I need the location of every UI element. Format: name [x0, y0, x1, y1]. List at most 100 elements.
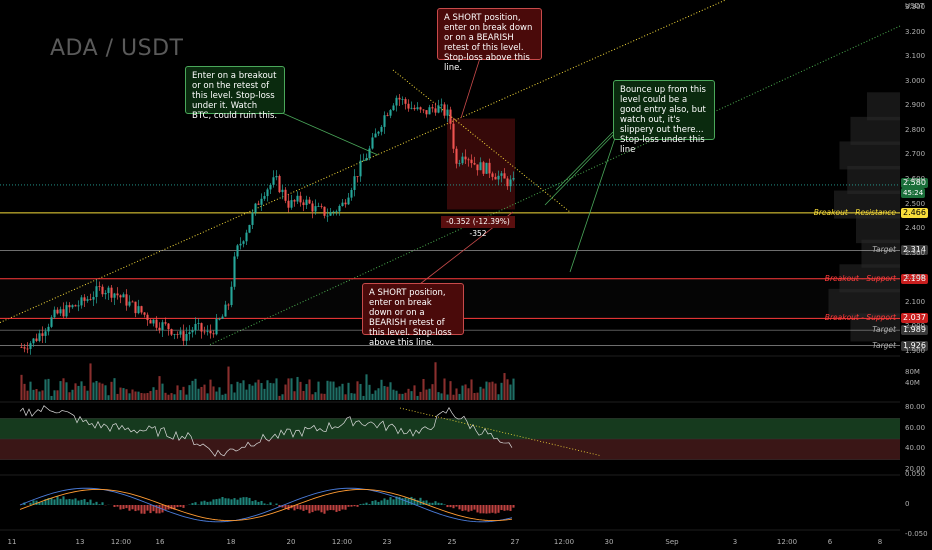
macd-histogram-bar [239, 497, 242, 505]
macd-histogram-bar [329, 505, 332, 511]
volume-bar [326, 380, 329, 400]
volume-bar [413, 385, 416, 400]
volume-bar [404, 392, 407, 400]
macd-histogram-bar [68, 498, 71, 505]
candle-body [47, 326, 50, 332]
candle-body [443, 104, 446, 116]
volume-bar [281, 394, 284, 400]
candle-body [497, 175, 500, 180]
volume-bar [254, 382, 257, 400]
volume-bar [362, 395, 365, 400]
level-price-badge: 1.926 [901, 340, 928, 351]
volume-bar [239, 383, 242, 400]
volume-bar [296, 376, 299, 400]
candle-body [65, 305, 68, 317]
candle-body [71, 305, 74, 308]
volume-bar [56, 390, 59, 400]
macd-histogram-bar [146, 505, 149, 511]
macd-histogram-bar [251, 501, 254, 505]
volume-bar [206, 393, 209, 400]
macd-histogram-bar [203, 500, 206, 505]
macd-histogram-bar [320, 505, 323, 513]
candle-body [122, 294, 125, 298]
volume-bar [350, 393, 353, 400]
level-price-badge: 1.989 [901, 325, 928, 336]
macd-histogram-bar [170, 505, 173, 510]
macd-histogram-bar [416, 500, 419, 505]
volume-bar [266, 380, 269, 400]
candle-body [449, 109, 452, 124]
candle-body [101, 286, 104, 295]
candle-body [392, 105, 395, 111]
volume-bar [272, 383, 275, 400]
candle-body [407, 103, 410, 109]
volume-bar [383, 386, 386, 400]
candle-body [305, 199, 308, 206]
macd-histogram-bar [347, 505, 350, 507]
candle-body [119, 295, 122, 298]
candle-body [350, 189, 353, 198]
trendline-descending [392, 69, 571, 213]
x-axis-tick: 25 [447, 538, 457, 546]
volume-bar [173, 394, 176, 400]
rsi-axis-tick: 80.00 [905, 403, 926, 411]
volume-bar [92, 382, 95, 400]
level-label: Target [872, 325, 896, 335]
y-axis-tick: 2.100 [905, 297, 926, 306]
macd-histogram-bar [47, 497, 50, 505]
candle-body [302, 202, 305, 206]
y-axis-tick: 2.300 [905, 248, 926, 257]
volume-bar [155, 389, 158, 400]
macd-histogram-bar [242, 497, 245, 505]
macd-histogram-bar [449, 505, 452, 508]
candle-body [491, 173, 494, 177]
candle-body [149, 320, 152, 324]
volume-bar [425, 389, 428, 400]
macd-histogram-bar [359, 504, 362, 505]
macd-histogram-bar [65, 499, 68, 505]
volume-bar [80, 381, 83, 400]
candle-body [98, 286, 101, 288]
volume-bar [278, 395, 281, 400]
macd-histogram-bar [344, 505, 347, 510]
volume-bar [158, 376, 161, 400]
candle-body [299, 195, 302, 203]
macd-histogram-bar [35, 500, 38, 505]
level-price-badge: 2.314 [901, 245, 928, 256]
volume-bar [392, 389, 395, 400]
macd-histogram-bar [143, 505, 146, 514]
volume-bar [35, 389, 38, 400]
volume-bar [452, 394, 455, 400]
macd-histogram-bar [311, 505, 314, 513]
candle-body [95, 286, 98, 298]
candle-body [260, 198, 263, 205]
volume-profile-bar [834, 190, 900, 219]
volume-bar [140, 393, 143, 400]
macd-histogram-bar [41, 501, 44, 505]
volume-bar [65, 382, 68, 400]
volume-profile-bar [850, 116, 900, 145]
macd-histogram-bar [302, 505, 305, 511]
candle-body [266, 189, 269, 197]
macd-histogram-bar [389, 497, 392, 505]
volume-bar [29, 381, 32, 400]
volume-bar [38, 391, 41, 400]
volume-bar [323, 393, 326, 400]
pointer-green-2a [555, 131, 614, 191]
candle-body [404, 99, 407, 104]
candle-body [476, 164, 479, 171]
annotation-green-1: Enter on a breakout or on the retest of … [185, 66, 285, 121]
macd-histogram-bar [323, 505, 326, 514]
volume-bar [344, 394, 347, 400]
candle-body [293, 200, 296, 202]
volume-bar [311, 394, 314, 400]
macd-histogram-bar [95, 501, 98, 505]
volume-bar [59, 381, 62, 400]
macd-histogram-bar [260, 500, 263, 505]
volume-bar [302, 390, 305, 400]
volume-bar [191, 380, 194, 400]
macd-histogram-bar [212, 499, 215, 505]
x-axis-tick: 13 [75, 538, 85, 546]
volume-axis-tick: 40M [905, 379, 920, 387]
level-label: Target [872, 340, 896, 350]
